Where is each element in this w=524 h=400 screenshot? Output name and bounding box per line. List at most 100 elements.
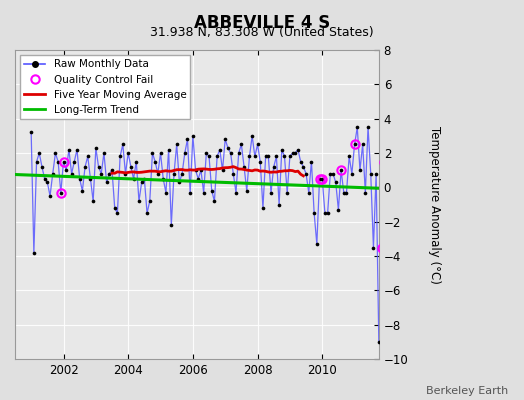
Point [92,145,100,151]
Point [326,170,334,177]
Point [38,164,46,170]
Point [86,176,95,182]
Point [97,170,105,177]
Point [275,201,283,208]
Point [216,146,224,153]
Point [154,170,162,177]
Point [310,210,319,216]
Point [380,158,388,165]
Point [294,146,302,153]
Point [54,158,62,165]
Point [30,250,38,256]
Point [113,210,122,216]
Point [250,153,259,160]
Point [367,170,375,177]
Point [186,189,194,196]
Point [191,167,200,174]
Text: ABBEVILLE 4 S: ABBEVILLE 4 S [194,14,330,32]
Point [221,136,230,142]
Point [283,189,291,196]
Point [232,189,240,196]
Point [267,189,275,196]
Point [377,244,386,251]
Point [219,167,227,174]
Point [205,153,213,160]
Point [307,158,315,165]
Point [83,153,92,160]
Point [342,189,351,196]
Point [102,179,111,186]
Point [364,124,372,130]
Point [361,189,369,196]
Point [353,124,362,130]
Point [162,189,170,196]
Text: Berkeley Earth: Berkeley Earth [426,386,508,396]
Point [165,146,173,153]
Point [183,136,192,142]
Point [254,141,262,148]
Point [172,141,181,148]
Point [348,170,356,177]
Point [202,150,211,156]
Point [197,167,205,174]
Point [318,176,326,182]
Point [27,129,35,136]
Point [321,210,329,216]
Point [259,205,267,211]
Point [43,179,51,186]
Point [32,158,41,165]
Point [208,188,216,194]
Point [159,176,167,182]
Point [143,210,151,216]
Point [105,170,114,177]
Point [135,198,143,204]
Point [369,244,378,251]
Point [94,164,103,170]
Point [351,141,359,148]
Point [68,170,76,177]
Point [57,189,65,196]
Point [356,167,364,174]
Point [118,141,127,148]
Point [167,222,176,228]
Point [181,150,189,156]
Point [375,339,383,345]
Point [286,153,294,160]
Point [64,146,73,153]
Point [189,133,197,139]
Point [146,198,154,204]
Point [137,179,146,186]
Point [245,153,254,160]
Point [288,150,297,156]
Point [302,170,310,177]
Point [111,205,119,211]
Point [175,179,183,186]
Point [148,150,157,156]
Point [226,150,235,156]
Point [46,193,54,199]
Point [278,146,286,153]
Point [313,241,321,247]
Point [269,164,278,170]
Point [334,206,343,213]
Point [156,150,165,156]
Point [170,170,178,177]
Point [100,150,108,156]
Point [124,150,133,156]
Point [280,153,289,160]
Point [70,158,79,165]
Point [248,133,256,139]
Point [116,153,124,160]
Point [40,176,49,182]
Point [229,170,237,177]
Point [315,176,324,182]
Point [121,170,129,177]
Point [340,189,348,196]
Point [358,141,367,148]
Y-axis label: Temperature Anomaly (°C): Temperature Anomaly (°C) [428,126,441,284]
Point [299,164,308,170]
Point [73,146,81,153]
Point [75,176,84,182]
Text: 31.938 N, 83.308 W (United States): 31.938 N, 83.308 W (United States) [150,26,374,39]
Point [332,179,340,186]
